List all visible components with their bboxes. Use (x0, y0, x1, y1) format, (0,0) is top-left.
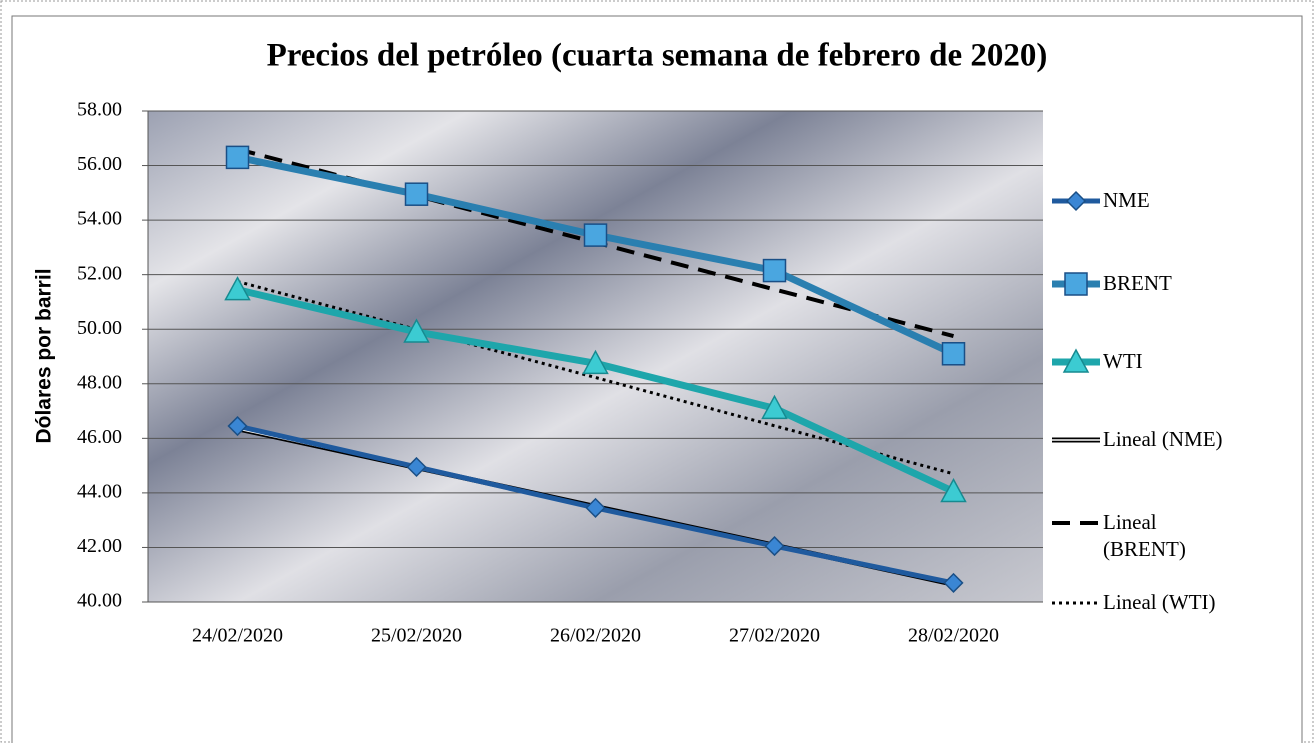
legend-label: Lineal (WTI) (1103, 590, 1216, 614)
marker (224, 276, 251, 301)
marker (1062, 348, 1090, 373)
y-tick-label: 56.00 (77, 153, 122, 175)
marker (940, 477, 967, 503)
marker (227, 415, 248, 437)
x-tick-label: 27/02/2020 (729, 625, 820, 647)
legend-label: BRENT (1103, 271, 1172, 295)
marker (225, 145, 250, 170)
marker (585, 497, 606, 518)
y-axis-label: Dólares por barril (33, 268, 56, 443)
y-tick-label: 48.00 (77, 371, 122, 393)
y-tick-label: 58.00 (77, 99, 122, 121)
marker (406, 456, 427, 478)
legend-label: NME (1103, 188, 1150, 212)
series-line (237, 280, 954, 476)
x-tick-label: 28/02/2020 (908, 625, 999, 647)
marker (404, 182, 429, 206)
y-tick-label: 52.00 (77, 262, 122, 284)
x-tick-label: 24/02/2020 (192, 625, 283, 647)
marker (583, 223, 608, 247)
legend-label: WTI (1103, 349, 1143, 373)
x-tick-label: 25/02/2020 (371, 625, 462, 647)
legend-label: Lineal (NME) (1103, 427, 1223, 451)
marker (1065, 190, 1087, 212)
chart-title: Precios del petróleo (cuarta semana de f… (267, 38, 1048, 74)
marker (1064, 272, 1088, 296)
marker (764, 536, 785, 557)
marker (762, 258, 787, 283)
marker (403, 318, 430, 343)
y-tick-label: 46.00 (77, 426, 122, 448)
y-tick-label: 42.00 (77, 535, 122, 557)
marker (761, 394, 788, 420)
y-tick-label: 54.00 (77, 208, 122, 230)
y-tick-label: 44.00 (77, 480, 122, 502)
y-tick-label: 40.00 (77, 590, 122, 612)
marker (943, 572, 964, 593)
marker (582, 349, 609, 375)
legend-label: Lineal (BRENT) (1103, 510, 1186, 561)
marker (941, 342, 966, 366)
x-tick-label: 26/02/2020 (550, 625, 641, 647)
y-tick-label: 50.00 (77, 317, 122, 339)
